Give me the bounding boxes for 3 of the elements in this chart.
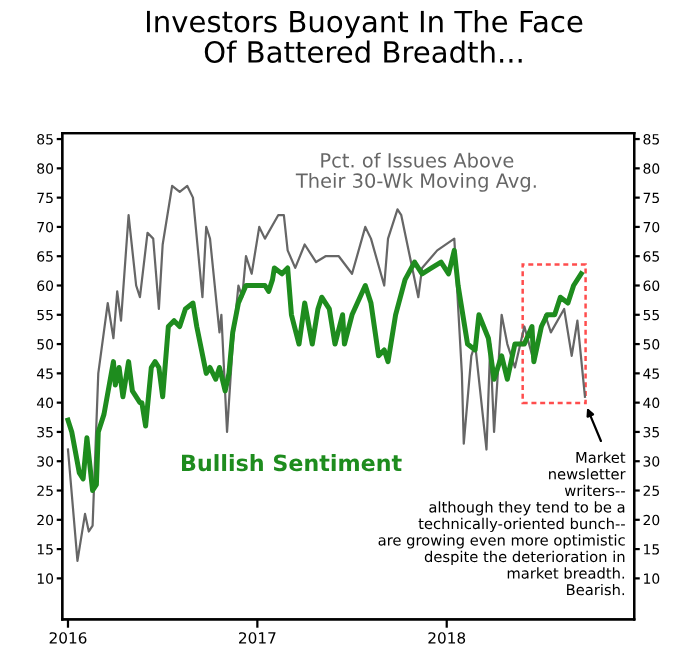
- chart-title: Investors Buoyant In The Face Of Battered Breadth...: [146, 9, 583, 64]
- series-label: Pct. of Issues Above Their 30-Wk Moving Avg.: [295, 152, 536, 192]
- text: Bullish Sentiment: [182, 454, 402, 472]
